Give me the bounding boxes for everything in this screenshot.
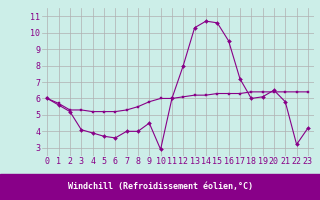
Text: Windchill (Refroidissement éolien,°C): Windchill (Refroidissement éolien,°C) (68, 182, 252, 192)
